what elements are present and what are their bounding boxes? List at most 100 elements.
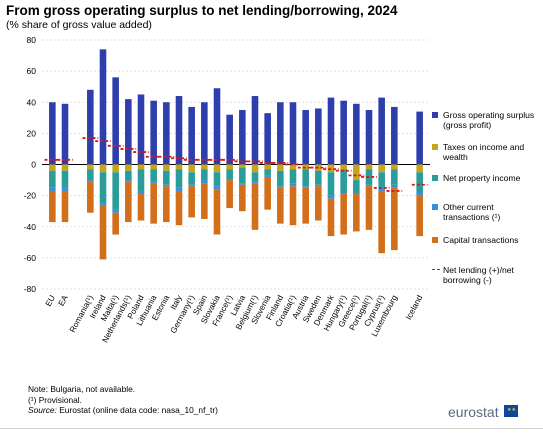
bar-segment-tax [163,164,170,171]
legend-swatch-prop [432,175,438,181]
x-tick-label: EA [57,293,70,307]
bar-segment-gos [239,110,246,165]
bar-segment-tax [289,164,297,170]
bar-segment-oct [327,195,335,199]
y-tick-label: -80 [24,284,37,294]
bar-segment-cap [264,176,271,210]
y-tick-label: 80 [27,35,37,45]
bar-segment-prop [112,172,119,210]
bar-segment-cap [163,186,170,223]
bar-segment-oct [112,209,119,213]
bar-segment-oct [201,180,208,184]
x-tick-label: EU [44,294,57,308]
bar-segment-tax [87,164,94,170]
y-tick-label: 40 [27,97,37,107]
bar-segment-oct [353,192,360,195]
bar-segment-cap [315,186,322,221]
bar-segment-tax [277,164,284,171]
legend-swatch-gos [432,112,438,118]
bar-segment-prop [239,167,246,184]
legend-label-tax: Taxes on income and wealth [443,142,525,162]
bar-segment-cap [125,181,132,223]
bar-segment-prop [289,169,297,184]
bar-segment-prop [277,170,284,187]
bar-segment-tax [365,164,373,170]
y-tick-label: 0 [31,160,36,170]
legend-label-prop: Net property income [443,173,521,183]
bar-segment-cap [99,204,107,260]
bar-segment-tax [264,164,271,170]
y-tick-label: 60 [27,66,37,76]
bar-segment-gos [201,102,208,165]
bar-segment-tax [353,164,360,181]
bar-segment-prop [391,169,398,185]
bar-segment-prop [175,169,183,188]
bar-segment-tax [213,164,221,173]
bar-segment-cap [137,194,145,221]
bar-segment-oct [87,180,94,182]
bar-segment-oct [277,186,284,188]
source-text: Eurostat (online data code: nasa_10_nf_t… [56,405,218,415]
bar-segment-oct [416,192,423,196]
bar-segment-prop [315,170,322,185]
bar-segment-gos [137,94,145,165]
bar-segment-gos [226,114,233,165]
bar-segment-tax [150,164,157,170]
bar-segment-tax [416,164,423,173]
bar-segment-oct [340,192,347,195]
bar-segment-cap [353,194,360,232]
bar-segment-prop [137,169,145,191]
bar-segment-gos [213,88,221,165]
bar-segment-oct [49,187,56,191]
bar-segment-gos [340,100,347,165]
legend-swatch-cap [432,237,438,243]
bar-segment-prop [378,172,385,188]
bar-segment-oct [188,184,195,187]
bar-segment-cap [277,187,284,224]
bar-segment-cap [188,186,195,218]
bar-segment-prop [353,180,360,193]
bar-segment-tax [226,164,233,170]
bar-segment-gos [125,99,132,165]
legend-label-oct: Other current transactions (¹) [443,202,501,222]
bar-segment-gos [327,97,335,165]
y-tick-label: -20 [24,191,37,201]
legend-label-cap: Capital transactions [443,235,519,245]
bar-segment-prop [416,172,423,193]
bar-segment-prop [201,169,208,181]
notes: Note: Bulgaria, not available. (¹) Provi… [28,384,218,416]
bar-segment-prop [99,172,107,204]
bar-segment-tax [239,164,246,168]
bar-segment-gos [353,103,360,165]
bar-segment-gos [302,110,309,165]
bar-segment-prop [213,172,221,187]
bar-segment-prop [251,172,259,182]
y-tick-label: -60 [24,253,37,263]
bar-segment-prop [61,170,69,188]
source-label: Source: [28,405,57,415]
bar-segment-cap [327,198,335,237]
bar-segment-cap [87,181,94,213]
eu-flag-icon: ★★ [504,405,518,417]
bar-segment-oct [175,187,183,191]
bar-segment-tax [378,164,385,173]
bar-segment-cap [112,212,119,235]
bar-segment-tax [251,164,259,173]
bar-segment-tax [391,164,398,170]
bar-segment-gos [163,102,170,165]
bar-segment-tax [61,164,69,171]
legend-swatch-tax [432,144,438,150]
bar-segment-oct [137,190,145,195]
bar-segment-cap [239,184,246,212]
bar-segment-tax [125,164,132,171]
bar-segment-oct [315,184,322,187]
legend-swatch-oct [432,204,438,210]
bar-segment-oct [302,186,309,188]
bar-segment-cap [365,186,373,230]
bar-segment-prop [226,169,233,179]
bar-segment-gos [175,96,183,165]
bar-segment-cap [150,183,157,224]
bar-segment-cap [213,189,221,235]
bar-segment-gos [365,110,373,165]
